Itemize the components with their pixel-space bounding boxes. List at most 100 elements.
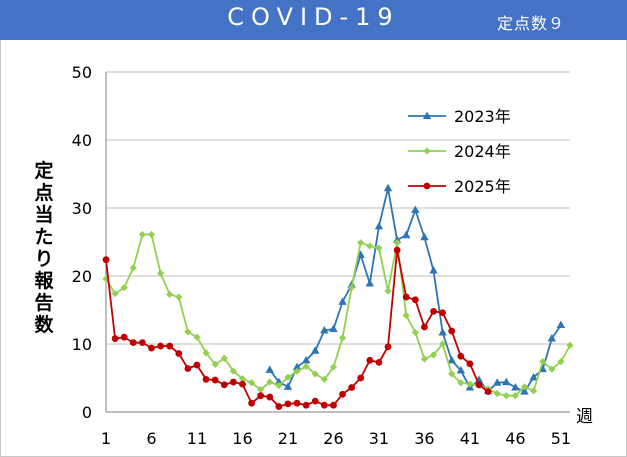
legend-label: 2025年 [454, 177, 511, 196]
data-point [493, 378, 502, 386]
data-point [447, 355, 456, 364]
data-point [411, 296, 419, 304]
data-point [448, 327, 456, 335]
data-point [411, 205, 420, 214]
data-point [275, 381, 283, 390]
data-point [266, 378, 274, 386]
data-point [293, 399, 301, 407]
y-tick-label: 50 [72, 63, 92, 82]
data-point [265, 365, 274, 373]
legend-label: 2023年 [454, 107, 511, 126]
data-point [320, 401, 328, 409]
data-point [557, 358, 565, 366]
data-point [284, 373, 292, 381]
data-point [184, 365, 192, 372]
data-point [102, 275, 110, 283]
data-point [166, 342, 174, 350]
series-line [269, 188, 562, 393]
data-point [302, 362, 310, 371]
x-tick-label: 1 [101, 429, 111, 448]
data-point [120, 333, 128, 341]
y-tick-label: 0 [82, 403, 92, 422]
data-point [329, 363, 338, 371]
data-point [466, 380, 474, 388]
data-point [430, 307, 437, 315]
x-tick-label: 21 [278, 429, 298, 448]
data-point [257, 392, 265, 400]
x-tick-label: 6 [146, 429, 156, 448]
data-point [548, 365, 556, 373]
x-axis-label: 週 [576, 407, 593, 427]
data-point [429, 351, 438, 359]
data-point [384, 343, 392, 351]
data-point [175, 293, 183, 301]
data-point [566, 341, 574, 349]
data-point [484, 388, 492, 395]
data-point [175, 350, 183, 357]
data-point [357, 239, 365, 247]
x-tick-label: 11 [187, 429, 207, 448]
data-point [284, 400, 292, 408]
data-point [547, 334, 557, 342]
data-point [456, 366, 466, 374]
x-tick-label: 31 [369, 429, 389, 448]
data-point [138, 230, 146, 239]
data-point [156, 269, 165, 277]
data-point [366, 242, 374, 250]
data-point [211, 376, 219, 384]
data-point [293, 367, 301, 375]
data-point [439, 340, 447, 348]
data-point [366, 356, 374, 364]
chart-title: COVID-19 [227, 3, 400, 31]
data-point [393, 239, 401, 247]
data-point [129, 264, 137, 272]
x-tick-label: 36 [414, 429, 434, 448]
data-point [420, 355, 429, 363]
data-point [111, 335, 119, 342]
data-point [529, 372, 538, 381]
data-point [320, 325, 329, 334]
y-tick-label: 30 [72, 199, 92, 218]
data-point [147, 230, 156, 239]
data-point [420, 232, 429, 241]
data-point [320, 375, 328, 383]
legend-marker [422, 111, 432, 119]
data-point [383, 183, 393, 192]
data-point [556, 320, 566, 328]
data-point [275, 403, 283, 410]
data-point [193, 333, 201, 341]
data-point [111, 290, 119, 298]
data-point [384, 287, 392, 295]
data-point [457, 379, 465, 387]
y-tick-label: 20 [72, 267, 92, 286]
data-point [311, 370, 319, 378]
legend-marker [423, 147, 431, 155]
data-point [475, 381, 483, 389]
x-tick-label: 41 [460, 429, 480, 448]
data-point [530, 387, 538, 395]
y-axis-label: 定点当たり報告数 [34, 160, 54, 336]
data-point [292, 362, 302, 371]
x-tick-label: 16 [232, 429, 252, 448]
data-point [329, 324, 338, 333]
y-tick-label: 40 [72, 131, 92, 150]
header-bar: COVID-19 定点数９ [0, 0, 627, 40]
legend-marker [423, 182, 431, 190]
data-point [301, 355, 311, 364]
data-point [448, 370, 456, 378]
data-point [338, 297, 347, 305]
chart-subtitle: 定点数９ [496, 14, 565, 33]
data-point [411, 328, 419, 337]
data-point [520, 387, 529, 395]
data-point [375, 358, 383, 366]
data-point [520, 383, 529, 391]
data-point [238, 375, 247, 383]
data-point [439, 309, 447, 317]
data-point [421, 323, 428, 331]
data-point [311, 346, 320, 354]
data-point [248, 399, 255, 407]
data-point [466, 360, 474, 368]
data-point [402, 293, 410, 301]
data-point [348, 283, 356, 292]
